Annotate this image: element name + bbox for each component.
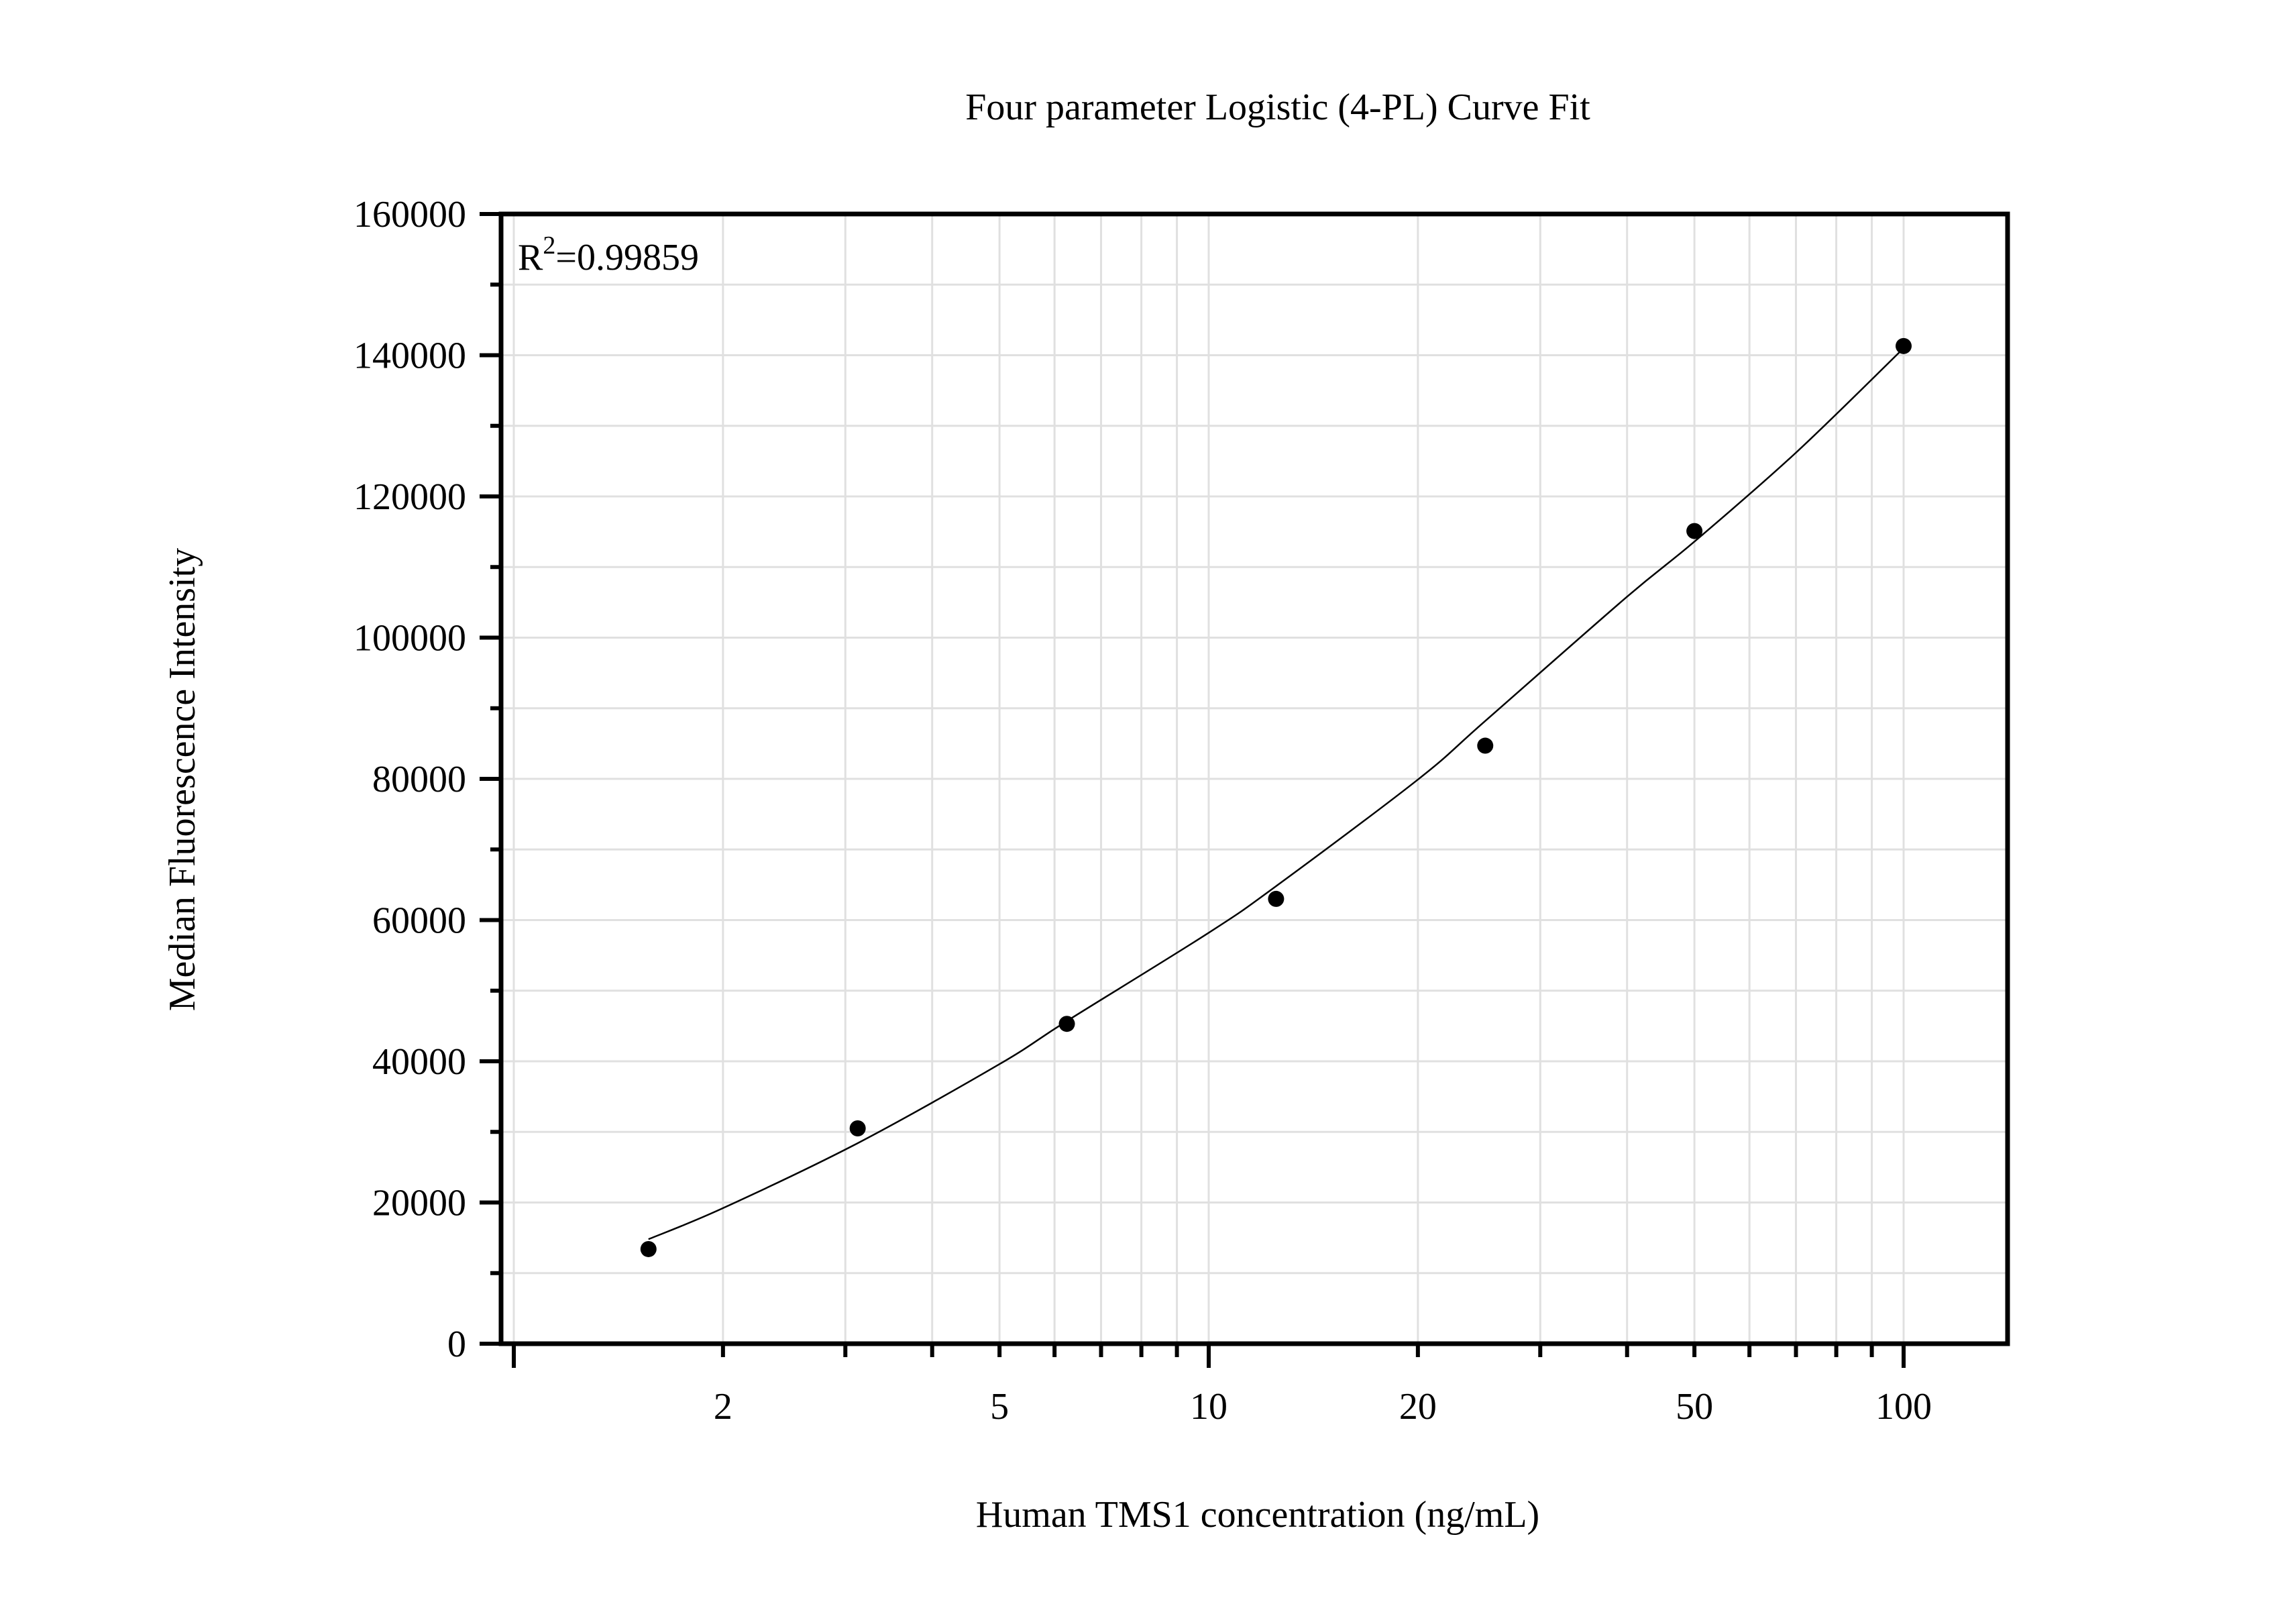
data-point [1058,1016,1075,1032]
y-tick-label: 160000 [353,194,466,235]
data-point [1268,890,1284,907]
y-tick-label: 100000 [353,618,466,659]
plot-frame [498,211,2010,1346]
x-axis-ticks: 2 5 10 20 50 100 [512,1344,1932,1428]
y-tick-label: 80000 [372,759,466,800]
y-tick-label: 60000 [372,900,466,942]
y-axis-label: Median Fluorescence Intensity [162,548,203,1011]
x-tick-label: 50 [1676,1386,1713,1428]
y-tick-label: 120000 [353,476,466,518]
y-tick-label: 20000 [372,1183,466,1224]
x-tick-label: 5 [990,1386,1009,1428]
x-tick-label: 20 [1399,1386,1437,1428]
fit-curve [648,347,1904,1240]
data-point [849,1120,866,1136]
x-tick-label: 2 [714,1386,732,1428]
grid-lines [501,214,2008,1344]
x-tick-label: 100 [1875,1386,1932,1428]
y-tick-label: 40000 [372,1041,466,1083]
chart-title: Four parameter Logistic (4-PL) Curve Fit [965,87,1590,128]
data-point [1896,337,1912,354]
y-tick-label: 0 [447,1324,466,1365]
y-tick-label: 140000 [353,335,466,377]
y-axis-ticks: 0 20000 40000 60000 80000 100000 120000 140000 1… [353,194,501,1365]
data-points [640,337,1912,1257]
data-point [1477,737,1494,754]
data-point [640,1240,657,1257]
x-tick-label: 10 [1190,1386,1227,1428]
x-axis-label: Human TMS1 concentration (ng/mL) [976,1494,1539,1536]
data-point [1686,523,1703,539]
r-squared-annotation: R2=0.99859 [518,231,699,278]
